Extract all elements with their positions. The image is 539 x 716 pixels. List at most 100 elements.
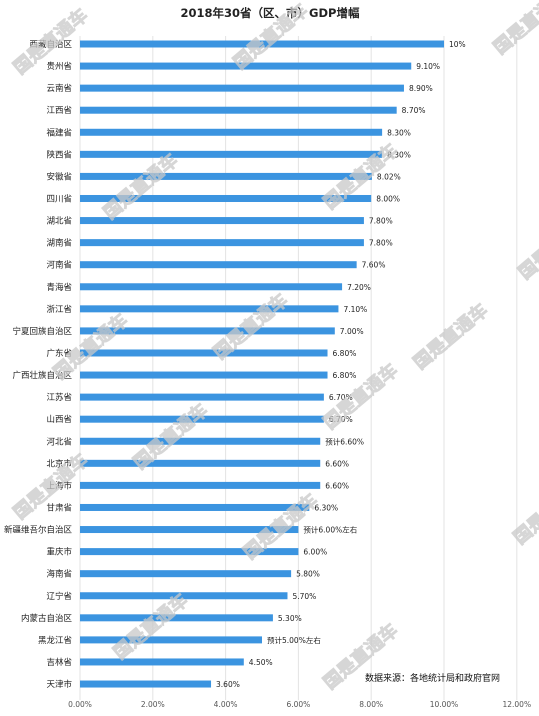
bar (80, 106, 397, 114)
watermark-text: 国是直通车 (99, 149, 182, 224)
category-label: 甘肃省 (46, 502, 72, 513)
bar (80, 283, 343, 291)
category-label: 江西省 (46, 105, 72, 116)
category-label: 湖南省 (46, 238, 72, 249)
value-label: 8.70% (402, 106, 426, 115)
bar (80, 217, 364, 225)
category-label: 山西省 (46, 414, 72, 425)
value-label: 预计5.00%左右 (267, 635, 321, 645)
value-label: 7.60% (362, 261, 386, 270)
bar (80, 261, 357, 269)
watermark-text: 国是直通车 (409, 299, 492, 374)
value-label: 6.60% (325, 459, 349, 468)
category-label: 海南省 (46, 569, 72, 580)
value-label: 8.30% (387, 128, 411, 137)
value-label: 7.00% (340, 327, 364, 336)
category-label: 内蒙古自治区 (21, 613, 73, 624)
value-label: 5.70% (292, 592, 316, 601)
bar (80, 128, 383, 136)
bar (80, 327, 335, 335)
bar (80, 349, 328, 357)
bar (80, 393, 324, 401)
value-label: 4.50% (249, 658, 273, 667)
gridlines (79, 36, 518, 700)
bar (80, 84, 404, 92)
category-label: 新疆维吾尔自治区 (4, 525, 73, 536)
x-tick-label: 4.00% (214, 700, 238, 709)
category-label: 上海市 (46, 480, 72, 491)
category-label: 湖北省 (46, 216, 72, 227)
x-tick-label: 12.00% (502, 700, 531, 709)
value-label: 6.00% (303, 548, 327, 557)
category-label: 天津市 (46, 679, 72, 690)
watermark-text: 国是直通车 (509, 474, 539, 549)
bar (80, 548, 299, 556)
value-label: 5.80% (296, 570, 320, 579)
category-label: 广西壮族自治区 (12, 370, 72, 381)
bar (80, 194, 372, 202)
value-label: 7.80% (369, 239, 393, 248)
category-label: 河北省 (46, 436, 72, 447)
bar (80, 614, 273, 622)
category-label: 宁夏回族自治区 (12, 326, 72, 337)
value-label: 6.80% (333, 371, 357, 380)
category-label: 安徽省 (46, 171, 72, 182)
x-tick-label: 0.00% (68, 700, 92, 709)
bar (80, 636, 262, 644)
value-label: 预计6.00%左右 (303, 525, 357, 535)
value-labels: 10% 9.10% 8.90% 8.70% 8.30% 8.30% 8.02% 8.00% 7.… (216, 40, 466, 689)
value-label: 7.20% (347, 283, 371, 292)
watermark-text: 国是直通车 (489, 0, 539, 59)
x-axis-ticks: 0.00% 2.00% 4.00% 6.00% 8.00% 10.00% 12.00% (68, 700, 531, 709)
bar (80, 658, 244, 666)
bar (80, 481, 321, 489)
x-tick-label: 10.00% (430, 700, 459, 709)
value-label: 预计6.60% (325, 436, 364, 446)
category-label: 北京市 (46, 458, 72, 469)
category-label: 重庆市 (46, 547, 72, 558)
bar (80, 503, 310, 511)
value-label: 6.80% (333, 349, 357, 358)
bar (80, 437, 321, 445)
source-note: 数据来源：各地统计局和政府官网 (365, 672, 500, 684)
category-label: 江苏省 (46, 392, 72, 403)
category-labels: 西藏自治区贵州省云南省江西省福建省陕西省安徽省四川省湖北省湖南省河南省青海省浙江… (4, 39, 73, 690)
category-label: 陕西省 (46, 149, 72, 160)
watermark-text: 国是直通车 (514, 209, 539, 284)
bar (80, 570, 292, 578)
chart-title: 2018年30省（区、市）GDP增幅 (181, 6, 360, 20)
bar (80, 239, 364, 247)
value-label: 7.80% (369, 217, 393, 226)
category-label: 辽宁省 (46, 591, 72, 602)
bar (80, 62, 412, 70)
bar (80, 40, 444, 48)
value-label: 9.10% (416, 62, 440, 71)
category-label: 云南省 (46, 83, 72, 94)
category-label: 浙江省 (46, 304, 72, 315)
category-label: 贵州省 (46, 61, 72, 72)
category-label: 西藏自治区 (29, 39, 72, 50)
bar (80, 526, 299, 534)
bar (80, 680, 212, 688)
bar (80, 172, 372, 180)
category-label: 黑龙江省 (38, 635, 73, 646)
value-label: 6.30% (314, 503, 338, 512)
value-label: 8.90% (409, 84, 433, 93)
category-label: 四川省 (46, 193, 72, 204)
category-label: 吉林省 (46, 657, 72, 668)
bar (80, 371, 328, 379)
value-label: 7.10% (343, 305, 367, 314)
value-label: 6.60% (325, 481, 349, 490)
x-tick-label: 6.00% (286, 700, 310, 709)
category-label: 福建省 (46, 127, 72, 138)
value-label: 6.70% (329, 393, 353, 402)
bar (80, 415, 324, 423)
category-label: 广东省 (46, 348, 72, 359)
bar (80, 305, 339, 313)
watermark-text: 国是直通车 (109, 589, 192, 664)
value-label: 8.00% (376, 194, 400, 203)
value-label: 10% (449, 40, 466, 49)
value-label: 8.02% (377, 172, 401, 181)
value-label: 5.30% (278, 614, 302, 623)
